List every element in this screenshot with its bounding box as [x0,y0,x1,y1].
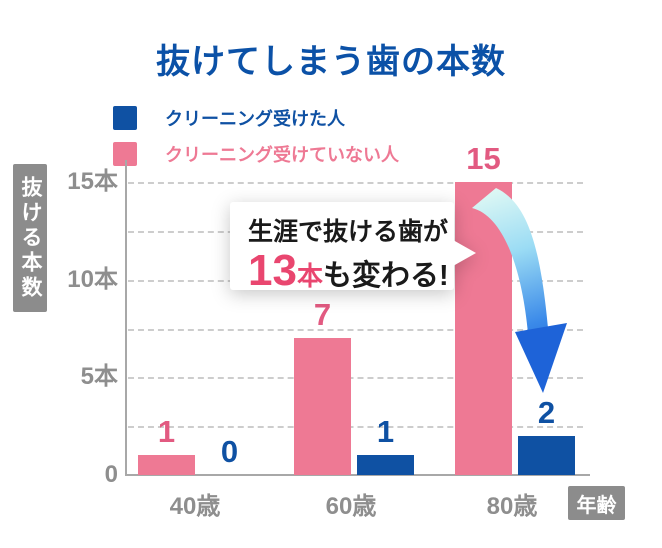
x-axis-title: 年齢 [568,486,625,520]
callout-bubble: 生涯で抜ける歯が 13 本 も変わる! [230,202,476,293]
y-tick-label: 5本 [80,363,118,391]
x-tick-label: 40歳 [169,493,221,520]
bar [518,435,575,475]
legend-swatch-blue-icon [113,106,137,130]
legend-item-not-cleaned: クリーニング受けていない人 [113,142,399,166]
bar [138,455,195,475]
legend-label: クリーニング受けた人 [165,109,345,129]
y-axis-title: 抜ける本数 [13,164,47,312]
bar-value-label: 7 [313,297,332,333]
legend-item-cleaned: クリーニング受けた人 [113,106,399,130]
y-tick-label: 0 [104,461,118,488]
gridline [128,328,583,331]
gridline [128,426,583,429]
page-title: 抜けてしまう歯の本数 [156,43,506,81]
y-tick-label: 10本 [67,265,118,293]
callout-pointer-icon [453,240,476,266]
callout-body: 生涯で抜ける歯が 13 本 も変わる! [230,202,454,293]
bar [294,338,351,475]
y-axis-line [125,160,127,476]
callout-text-line1: 生涯で抜ける歯が [248,218,449,246]
bar [357,455,414,475]
callout-big-number: 13 [248,246,297,295]
bar-value-label: 1 [376,414,395,450]
x-tick-label: 80歳 [486,493,538,520]
bar-value-label: 1 [157,414,176,450]
legend-label: クリーニング受けていない人 [165,145,399,165]
curved-decline-arrow-icon [472,188,567,393]
bar-value-label: 0 [220,434,239,469]
callout-unit: 本 [296,261,323,291]
x-tick-label: 60歳 [325,493,377,520]
bar-value-label: 2 [537,394,556,430]
bar-value-label: 15 [466,141,501,176]
y-tick-label: 15本 [67,168,118,195]
gridline [128,377,583,380]
callout-text-line2: 13 本 も変わる! [248,249,454,294]
chart-legend: クリーニング受けた人 クリーニング受けていない人 [113,106,399,178]
x-axis-line [125,474,590,476]
gridline [128,182,583,184]
callout-rest-text: も変わる! [322,260,449,292]
